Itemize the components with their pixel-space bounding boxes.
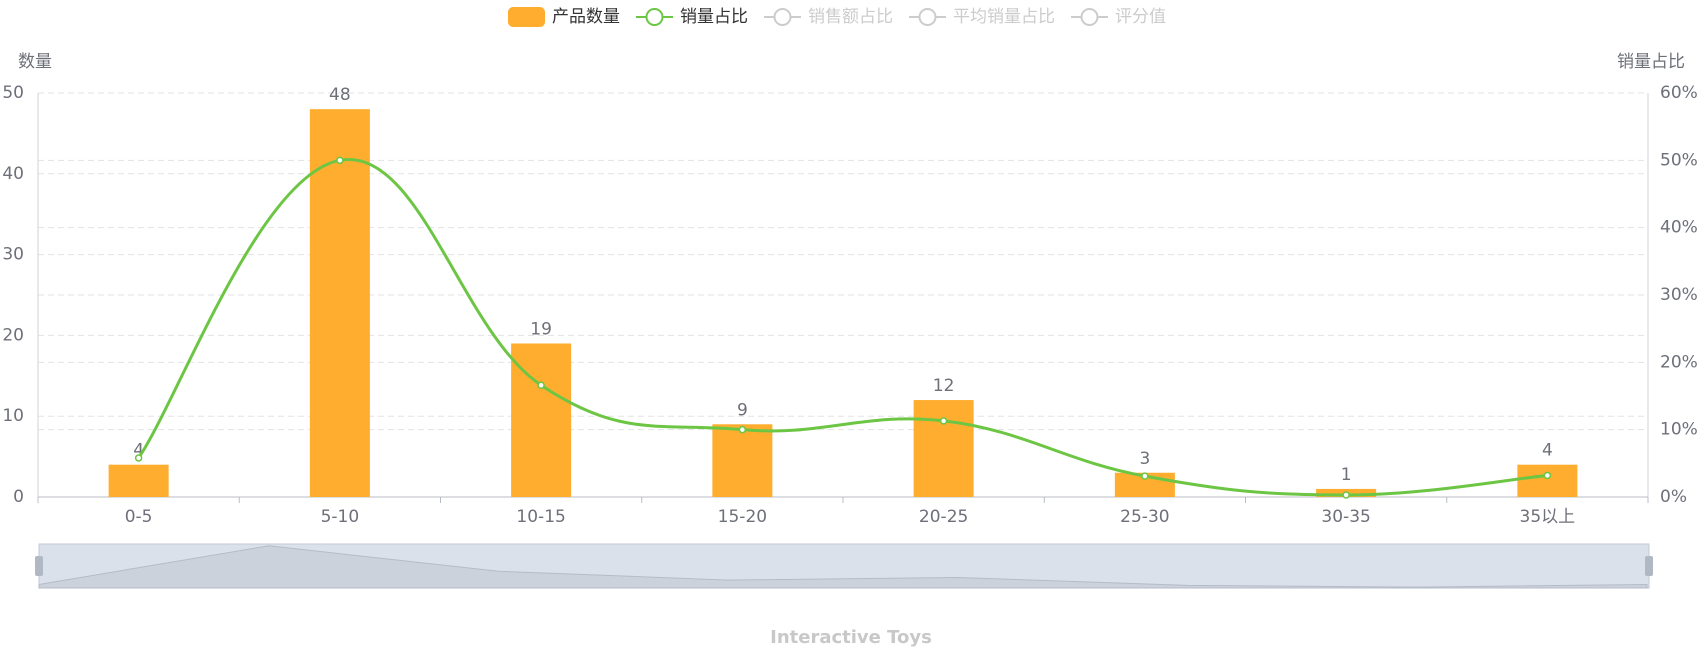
y2-tick-label: 60%	[1660, 83, 1698, 103]
y-tick-label: 50	[2, 83, 24, 103]
y2-tick-label: 40%	[1660, 218, 1698, 238]
x-tick-label: 0-5	[125, 507, 153, 527]
legend-swatch	[645, 8, 664, 26]
legend-label: 产品数量	[552, 7, 620, 27]
chart-title: Interactive Toys	[770, 627, 932, 648]
y-tick-label: 0	[13, 487, 24, 507]
data-label: 19	[530, 319, 552, 339]
y2-tick-label: 30%	[1660, 285, 1698, 305]
y-tick-label: 10	[2, 406, 24, 426]
data-label: 4	[133, 441, 144, 461]
data-label: 12	[933, 376, 955, 396]
y2-tick-label: 0%	[1660, 487, 1687, 507]
legend-item[interactable]: 销量占比	[636, 7, 748, 27]
y2-axis-title: 销量占比	[1617, 52, 1685, 72]
x-tick-label: 35以上	[1520, 507, 1576, 527]
y-tick-label: 40	[2, 164, 24, 184]
legend-item[interactable]: 评分值	[1071, 7, 1166, 27]
zoom-preview	[38, 545, 1648, 589]
line-point	[1141, 472, 1149, 480]
line-point	[336, 156, 344, 165]
y-axis-title: 数量	[18, 52, 52, 72]
data-label: 9	[737, 400, 748, 420]
x-tick-label: 5-10	[321, 507, 360, 527]
zoom-handle[interactable]	[35, 556, 43, 576]
x-tick-label: 20-25	[919, 507, 968, 527]
line-point	[939, 417, 948, 425]
x-tick-label: 25-30	[1120, 507, 1169, 527]
zoom-handle[interactable]	[1645, 556, 1653, 576]
y-tick-label: 20	[2, 325, 24, 345]
line-point	[1342, 491, 1350, 499]
bar	[913, 400, 974, 497]
bar	[108, 464, 169, 497]
x-tick-label: 30-35	[1321, 507, 1370, 527]
legend-swatch	[918, 8, 937, 26]
y2-tick-label: 10%	[1660, 420, 1698, 440]
line-point	[134, 454, 143, 462]
line-point	[738, 425, 747, 434]
bar	[1517, 464, 1578, 497]
bar	[309, 109, 370, 497]
data-label: 3	[1139, 449, 1150, 469]
legend-label: 平均销量占比	[953, 7, 1055, 27]
x-tick-label: 10-15	[516, 507, 565, 527]
y-tick-label: 30	[2, 245, 24, 265]
legend-label: 销量占比	[680, 7, 748, 27]
legend-item[interactable]: 销售额占比	[764, 7, 893, 27]
bar	[712, 424, 773, 497]
y2-tick-label: 50%	[1660, 150, 1698, 170]
line-point	[1543, 471, 1552, 480]
legend-swatch	[508, 7, 545, 27]
legend-item[interactable]: 产品数量	[508, 7, 620, 27]
data-label: 1	[1341, 465, 1352, 485]
y2-tick-label: 20%	[1660, 352, 1698, 372]
legend-item[interactable]: 平均销量占比	[909, 7, 1055, 27]
legend-swatch	[773, 8, 792, 26]
legend-label: 评分值	[1115, 7, 1166, 27]
legend-label: 销售额占比	[808, 7, 893, 27]
data-label: 4	[1542, 441, 1553, 461]
data-label: 48	[329, 85, 351, 105]
line-point	[537, 381, 545, 389]
legend-swatch	[1080, 8, 1099, 26]
x-tick-label: 15-20	[718, 507, 767, 527]
